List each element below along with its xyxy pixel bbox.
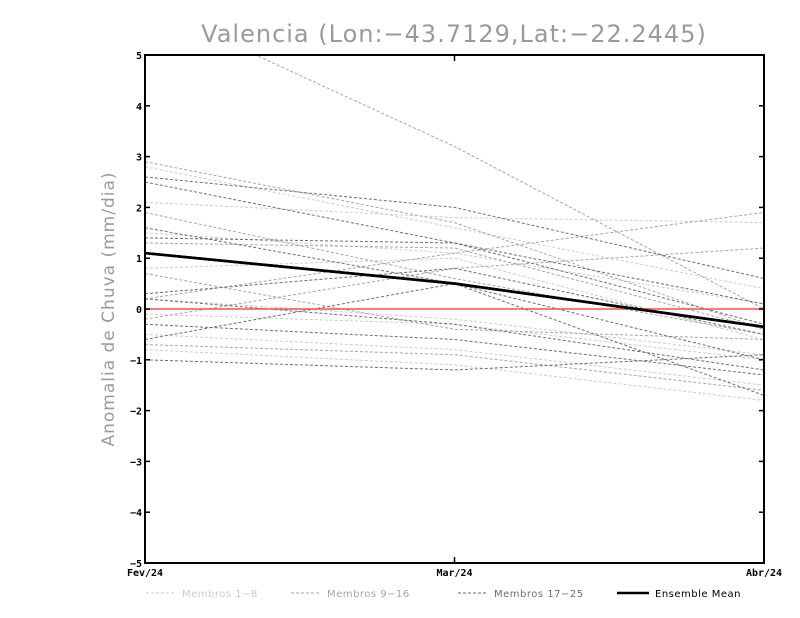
series-line-m17 (145, 176, 764, 280)
series-line-m6 (145, 333, 764, 386)
y-tick-label: 4 (136, 102, 142, 113)
legend-label: Membros 17−25 (494, 589, 584, 600)
series-line-m12 (145, 211, 764, 300)
y-tick-label: 3 (136, 153, 142, 164)
series-line-m5 (145, 313, 764, 361)
ensemble-mean-line (145, 251, 764, 329)
series-line-m22 (145, 323, 764, 376)
y-tick-label: 5 (136, 51, 142, 62)
y-tick-label: −3 (130, 457, 142, 468)
series-line-m10 (145, 161, 764, 330)
series-line-m24 (145, 298, 764, 371)
series-line-m18 (145, 181, 764, 325)
y-axis-label: Anomalia de Chuva (mm/dia) (99, 171, 119, 446)
ensemble-mean-line-top (145, 251, 764, 329)
series-line-m9 (254, 55, 764, 310)
y-tick-label: −1 (130, 356, 142, 367)
x-tick-label: Abr/24 (746, 568, 782, 579)
chart-title: Valencia (Lon:−43.7129,Lat:−22.2445) (201, 20, 707, 48)
y-tick-label: −4 (130, 508, 142, 519)
y-tick-label: 2 (136, 203, 142, 214)
series-line-m25 (145, 283, 764, 396)
series-line-m7 (145, 349, 764, 401)
x-tick-label: Mar/24 (436, 568, 472, 579)
plot-frame (144, 54, 765, 564)
series-line-m23 (145, 354, 764, 371)
x-tick-label: Fev/24 (127, 568, 163, 579)
legend-label: Ensemble Mean (655, 589, 741, 600)
y-tick-label: 0 (136, 305, 142, 316)
legend-label: Membros 1−8 (182, 589, 258, 600)
series-line-m1 (145, 166, 764, 290)
y-tick-label: −5 (130, 559, 142, 570)
series-line-m15 (145, 272, 764, 340)
y-tick-label: −2 (130, 407, 142, 418)
series-line-m11 (145, 211, 764, 335)
series-line-m4 (145, 298, 764, 356)
legend-label: Membros 9−16 (327, 589, 410, 600)
series-line-m14 (145, 242, 764, 330)
y-tick-label: 1 (136, 254, 142, 265)
series-line-m2 (145, 201, 764, 224)
series-line-m16 (145, 344, 764, 391)
series-line-m19 (145, 227, 764, 361)
